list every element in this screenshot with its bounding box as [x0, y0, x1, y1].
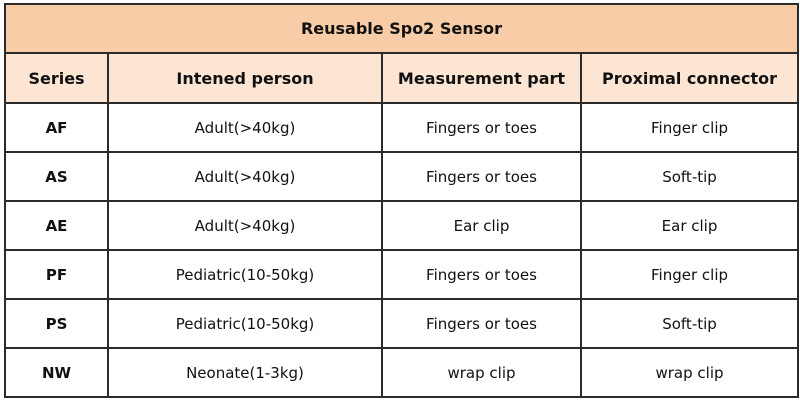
table-row: AS Adult(>40kg) Fingers or toes Soft-tip — [4, 151, 800, 202]
cell-intended-person: Adult(>40kg) — [107, 151, 383, 202]
cell-series: AS — [4, 151, 109, 202]
cell-intended-person: Adult(>40kg) — [107, 102, 383, 153]
cell-measurement-part: Fingers or toes — [381, 151, 582, 202]
cell-measurement-part: Fingers or toes — [381, 102, 582, 153]
cell-series: PF — [4, 249, 109, 300]
table-row: AE Adult(>40kg) Ear clip Ear clip — [4, 200, 800, 251]
table-row: PS Pediatric(10-50kg) Fingers or toes Soft-… — [4, 298, 800, 349]
spo2-sensor-table: Reusable Spo2 Sensor Series Intened pers… — [3, 3, 800, 398]
cell-measurement-part: Fingers or toes — [381, 298, 582, 349]
cell-proximal-connector: wrap clip — [579, 347, 800, 398]
table-row: PF Pediatric(10-50kg) Fingers or toes Finge… — [4, 249, 800, 300]
cell-series: AF — [4, 102, 109, 153]
table-row: NW Neonate(1-3kg) wrap clip wrap clip — [4, 347, 800, 398]
cell-proximal-connector: Finger clip — [579, 249, 800, 300]
cell-proximal-connector: Ear clip — [579, 200, 800, 251]
cell-intended-person: Adult(>40kg) — [107, 200, 383, 251]
title-row: Reusable Spo2 Sensor — [3, 3, 800, 54]
header-proximal-connector: Proximal connector — [579, 52, 800, 104]
table-title: Reusable Spo2 Sensor — [3, 3, 800, 54]
cell-series: PS — [4, 298, 109, 349]
header-row: Series Intened person Measurement part P… — [4, 52, 800, 104]
table-row: AF Adult(>40kg) Fingers or toes Finger clip — [4, 102, 800, 153]
cell-series: AE — [4, 200, 109, 251]
cell-measurement-part: Ear clip — [381, 200, 582, 251]
header-measurement-part: Measurement part — [381, 52, 582, 104]
cell-proximal-connector: Finger clip — [579, 102, 800, 153]
cell-measurement-part: Fingers or toes — [381, 249, 582, 300]
cell-intended-person: Pediatric(10-50kg) — [107, 298, 383, 349]
cell-intended-person: Pediatric(10-50kg) — [107, 249, 383, 300]
cell-proximal-connector: Soft-tip — [579, 151, 800, 202]
header-intended-person: Intened person — [107, 52, 383, 104]
cell-series: NW — [4, 347, 109, 398]
cell-proximal-connector: Soft-tip — [579, 298, 800, 349]
header-series: Series — [4, 52, 109, 104]
cell-measurement-part: wrap clip — [381, 347, 582, 398]
cell-intended-person: Neonate(1-3kg) — [107, 347, 383, 398]
